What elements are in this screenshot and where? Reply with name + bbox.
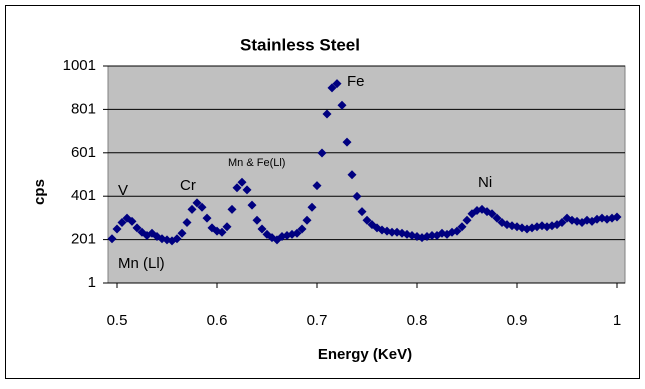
- x-tick-label: 0.7: [307, 312, 328, 329]
- data-point: [612, 212, 622, 222]
- data-point: [332, 79, 342, 89]
- x-tick-label: 0.6: [207, 312, 228, 329]
- data-point: [347, 170, 357, 180]
- data-point: [192, 198, 202, 208]
- data-point: [557, 217, 567, 227]
- x-axis-label: Energy (KeV): [318, 346, 412, 363]
- data-point: [297, 224, 307, 234]
- data-point: [337, 100, 347, 110]
- data-point: [217, 227, 227, 237]
- data-point: [292, 228, 302, 238]
- data-point: [307, 202, 317, 212]
- data-point: [112, 224, 122, 234]
- data-point: [232, 183, 242, 193]
- data-point: [182, 217, 192, 227]
- y-tick-label: 1: [88, 274, 96, 291]
- data-point: [257, 224, 267, 234]
- annotation: Mn & Fe(Ll): [228, 157, 285, 169]
- annotation: Cr: [180, 177, 196, 194]
- annotation: Mn (Ll): [118, 255, 165, 272]
- annotation: V: [118, 182, 128, 199]
- data-point: [187, 204, 197, 214]
- data-point: [177, 228, 187, 238]
- y-tick-label: 201: [71, 231, 96, 248]
- data-point: [132, 223, 142, 233]
- chart-title: Stainless Steel: [240, 35, 360, 54]
- y-tick-label: 601: [71, 144, 96, 161]
- x-tick-label: 0.9: [507, 312, 528, 329]
- data-point: [492, 213, 502, 223]
- annotation: Ni: [478, 174, 492, 191]
- data-point: [342, 137, 352, 147]
- x-tick-label: 0.8: [407, 312, 428, 329]
- data-point: [302, 215, 312, 225]
- data-point: [357, 207, 367, 217]
- data-point: [427, 230, 437, 240]
- data-point: [312, 181, 322, 191]
- data-point: [317, 148, 327, 158]
- data-point: [327, 83, 337, 93]
- data-point: [172, 234, 182, 244]
- data-point: [227, 204, 237, 214]
- data-point: [487, 209, 497, 219]
- data-point: [452, 226, 462, 236]
- data-point: [322, 109, 332, 119]
- x-tick-label: 1: [613, 312, 621, 329]
- data-point: [237, 177, 247, 187]
- y-axis-label: cps: [31, 179, 48, 205]
- data-point: [387, 227, 397, 237]
- data-point: [457, 222, 467, 232]
- data-point: [352, 191, 362, 201]
- y-tick-label: 401: [71, 187, 96, 204]
- data-point: [462, 215, 472, 225]
- data-point: [247, 200, 257, 210]
- data-point: [362, 215, 372, 225]
- data-point: [117, 217, 127, 227]
- data-point: [127, 216, 137, 226]
- data-point: [202, 213, 212, 223]
- x-tick-label: 0.5: [107, 312, 128, 329]
- y-tick-label: 1001: [63, 57, 96, 74]
- data-point: [242, 185, 252, 195]
- data-point: [252, 215, 262, 225]
- annotation: Fe: [347, 73, 365, 90]
- y-tick-label: 801: [71, 100, 96, 117]
- data-point: [107, 234, 117, 244]
- data-point: [197, 202, 207, 212]
- plot-area: [107, 65, 626, 284]
- data-point: [222, 222, 232, 232]
